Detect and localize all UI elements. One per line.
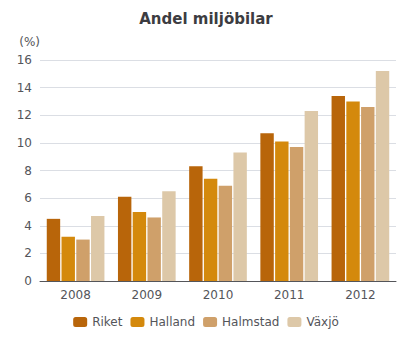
svg-text:(%): (%) (19, 35, 40, 49)
svg-text:Halland: Halland (149, 315, 195, 329)
svg-text:6: 6 (24, 191, 32, 205)
svg-text:Halmstad: Halmstad (222, 315, 279, 329)
svg-text:Växjö: Växjö (306, 315, 338, 329)
svg-text:2009: 2009 (132, 288, 163, 302)
svg-text:2008: 2008 (60, 288, 91, 302)
svg-text:2: 2 (24, 246, 32, 260)
svg-text:14: 14 (17, 81, 32, 95)
svg-text:16: 16 (17, 53, 32, 67)
svg-text:8: 8 (24, 164, 32, 178)
svg-text:12: 12 (17, 108, 32, 122)
svg-text:Riket: Riket (92, 315, 123, 329)
svg-text:0: 0 (24, 274, 32, 288)
svg-text:2011: 2011 (274, 288, 305, 302)
svg-text:2010: 2010 (203, 288, 234, 302)
svg-text:10: 10 (17, 136, 32, 150)
svg-text:4: 4 (24, 219, 32, 233)
svg-text:Andel miljöbilar: Andel miljöbilar (139, 10, 273, 28)
svg-text:2012: 2012 (345, 288, 376, 302)
